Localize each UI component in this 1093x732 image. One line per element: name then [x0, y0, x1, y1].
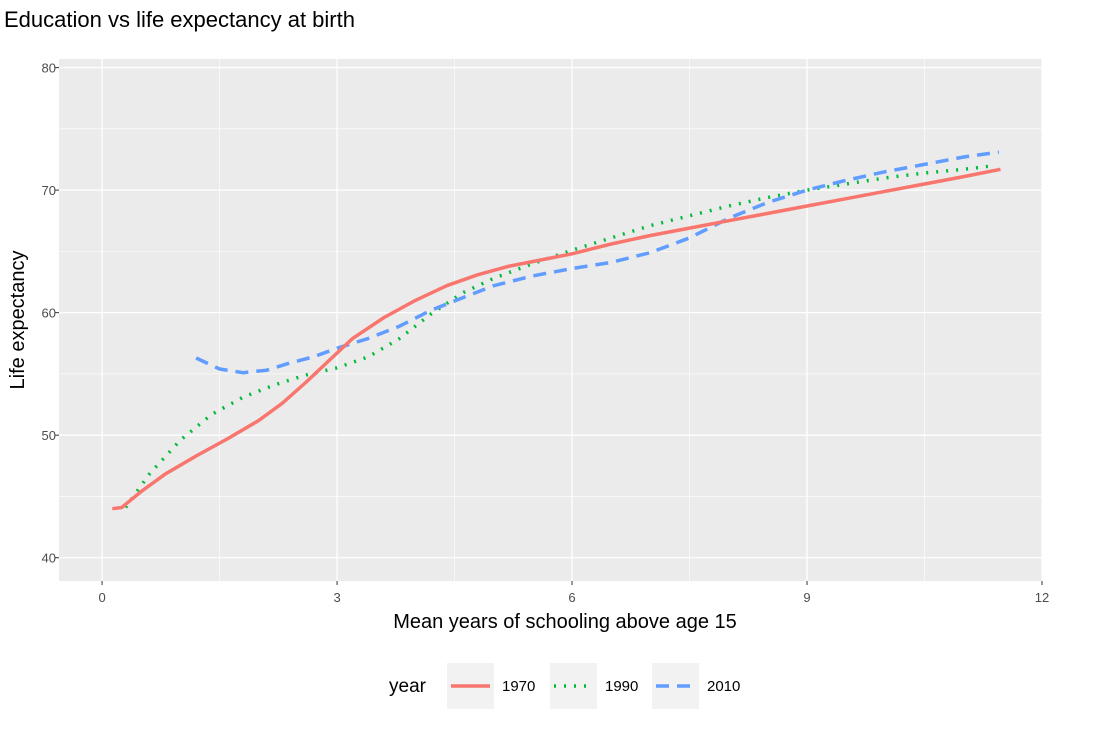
y-tick-label: 80 — [42, 61, 56, 76]
series-line-1970 — [112, 167, 1001, 511]
x-tick-label: 0 — [98, 590, 105, 605]
x-tick-label: 12 — [1035, 590, 1049, 605]
legend-title: year — [389, 676, 427, 697]
y-tick-label: 70 — [42, 183, 56, 198]
x-tick-label: 3 — [333, 590, 340, 605]
x-axis-title: Mean years of schooling above age 15 — [393, 611, 737, 633]
legend-label-2010: 2010 — [707, 678, 740, 695]
plot-panel — [59, 59, 1042, 581]
y-tick-label: 60 — [42, 306, 56, 321]
legend-label-1970: 1970 — [502, 678, 535, 695]
x-tick-label: 9 — [803, 590, 810, 605]
legend: year 1970 1990 2010 — [389, 663, 740, 709]
y-tick-label: 50 — [42, 428, 56, 443]
legend-label-1990: 1990 — [605, 678, 638, 695]
x-tick-label: 6 — [568, 590, 575, 605]
series-layer — [112, 150, 1001, 511]
y-tick-label: 40 — [42, 551, 56, 566]
gridlines — [59, 59, 1043, 581]
y-axis-title: Life expectancy — [7, 251, 29, 390]
legend-key-1990 — [550, 663, 597, 709]
axes: 0 3 6 9 12 40 50 60 70 80 — [42, 61, 1050, 605]
chart-title: Education vs life expectancy at birth — [4, 7, 355, 32]
